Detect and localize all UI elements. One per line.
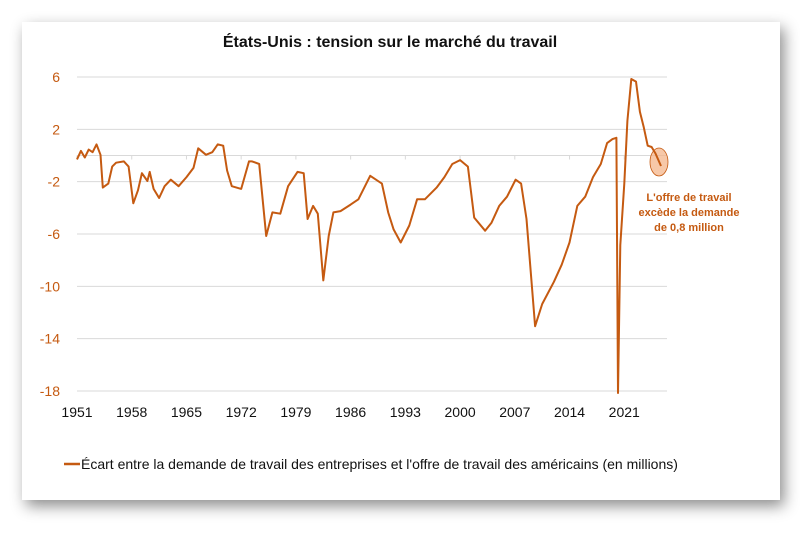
y-axis: 6 2 -2 -6 -10 -14 -18 xyxy=(40,69,60,399)
x-axis: 1951 1958 1965 1972 1979 1986 1993 2000 2007 2014… xyxy=(61,404,640,420)
x-tick-label: 1951 xyxy=(61,404,92,420)
x-tick-label: 2014 xyxy=(554,404,585,420)
y-tick-label: -14 xyxy=(40,331,60,347)
y-tick-label: -2 xyxy=(48,174,61,190)
x-tick-label: 1958 xyxy=(116,404,147,420)
y-tick-label: -10 xyxy=(40,278,60,294)
y-tick-label: 2 xyxy=(52,121,60,137)
x-tick-label: 2021 xyxy=(609,404,640,420)
gridlines xyxy=(76,76,667,392)
y-tick-label: 6 xyxy=(52,69,60,85)
x-tick-label: 1979 xyxy=(280,404,311,420)
annotation-line: de 0,8 million xyxy=(654,222,724,234)
legend-label: Écart entre la demande de travail des en… xyxy=(81,456,678,472)
annotation-line: L'offre de travail xyxy=(646,192,731,204)
x-tick-label: 1986 xyxy=(335,404,366,420)
x-tick-label: 2000 xyxy=(445,404,476,420)
x-tick-label: 1972 xyxy=(226,404,257,420)
x-tick-label: 2007 xyxy=(499,404,530,420)
chart-title: États-Unis : tension sur le marché du tr… xyxy=(223,32,557,51)
y-tick-label: -18 xyxy=(40,383,60,399)
series-line xyxy=(76,78,662,394)
annotation-line: excède la demande xyxy=(639,207,740,219)
chart-card xyxy=(22,22,780,500)
x-tick-label: 1965 xyxy=(171,404,202,420)
x-tick-label: 1993 xyxy=(390,404,421,420)
y-tick-label: -6 xyxy=(48,226,61,242)
annotation: L'offre de travail excède la demande de 0,… xyxy=(639,192,740,234)
